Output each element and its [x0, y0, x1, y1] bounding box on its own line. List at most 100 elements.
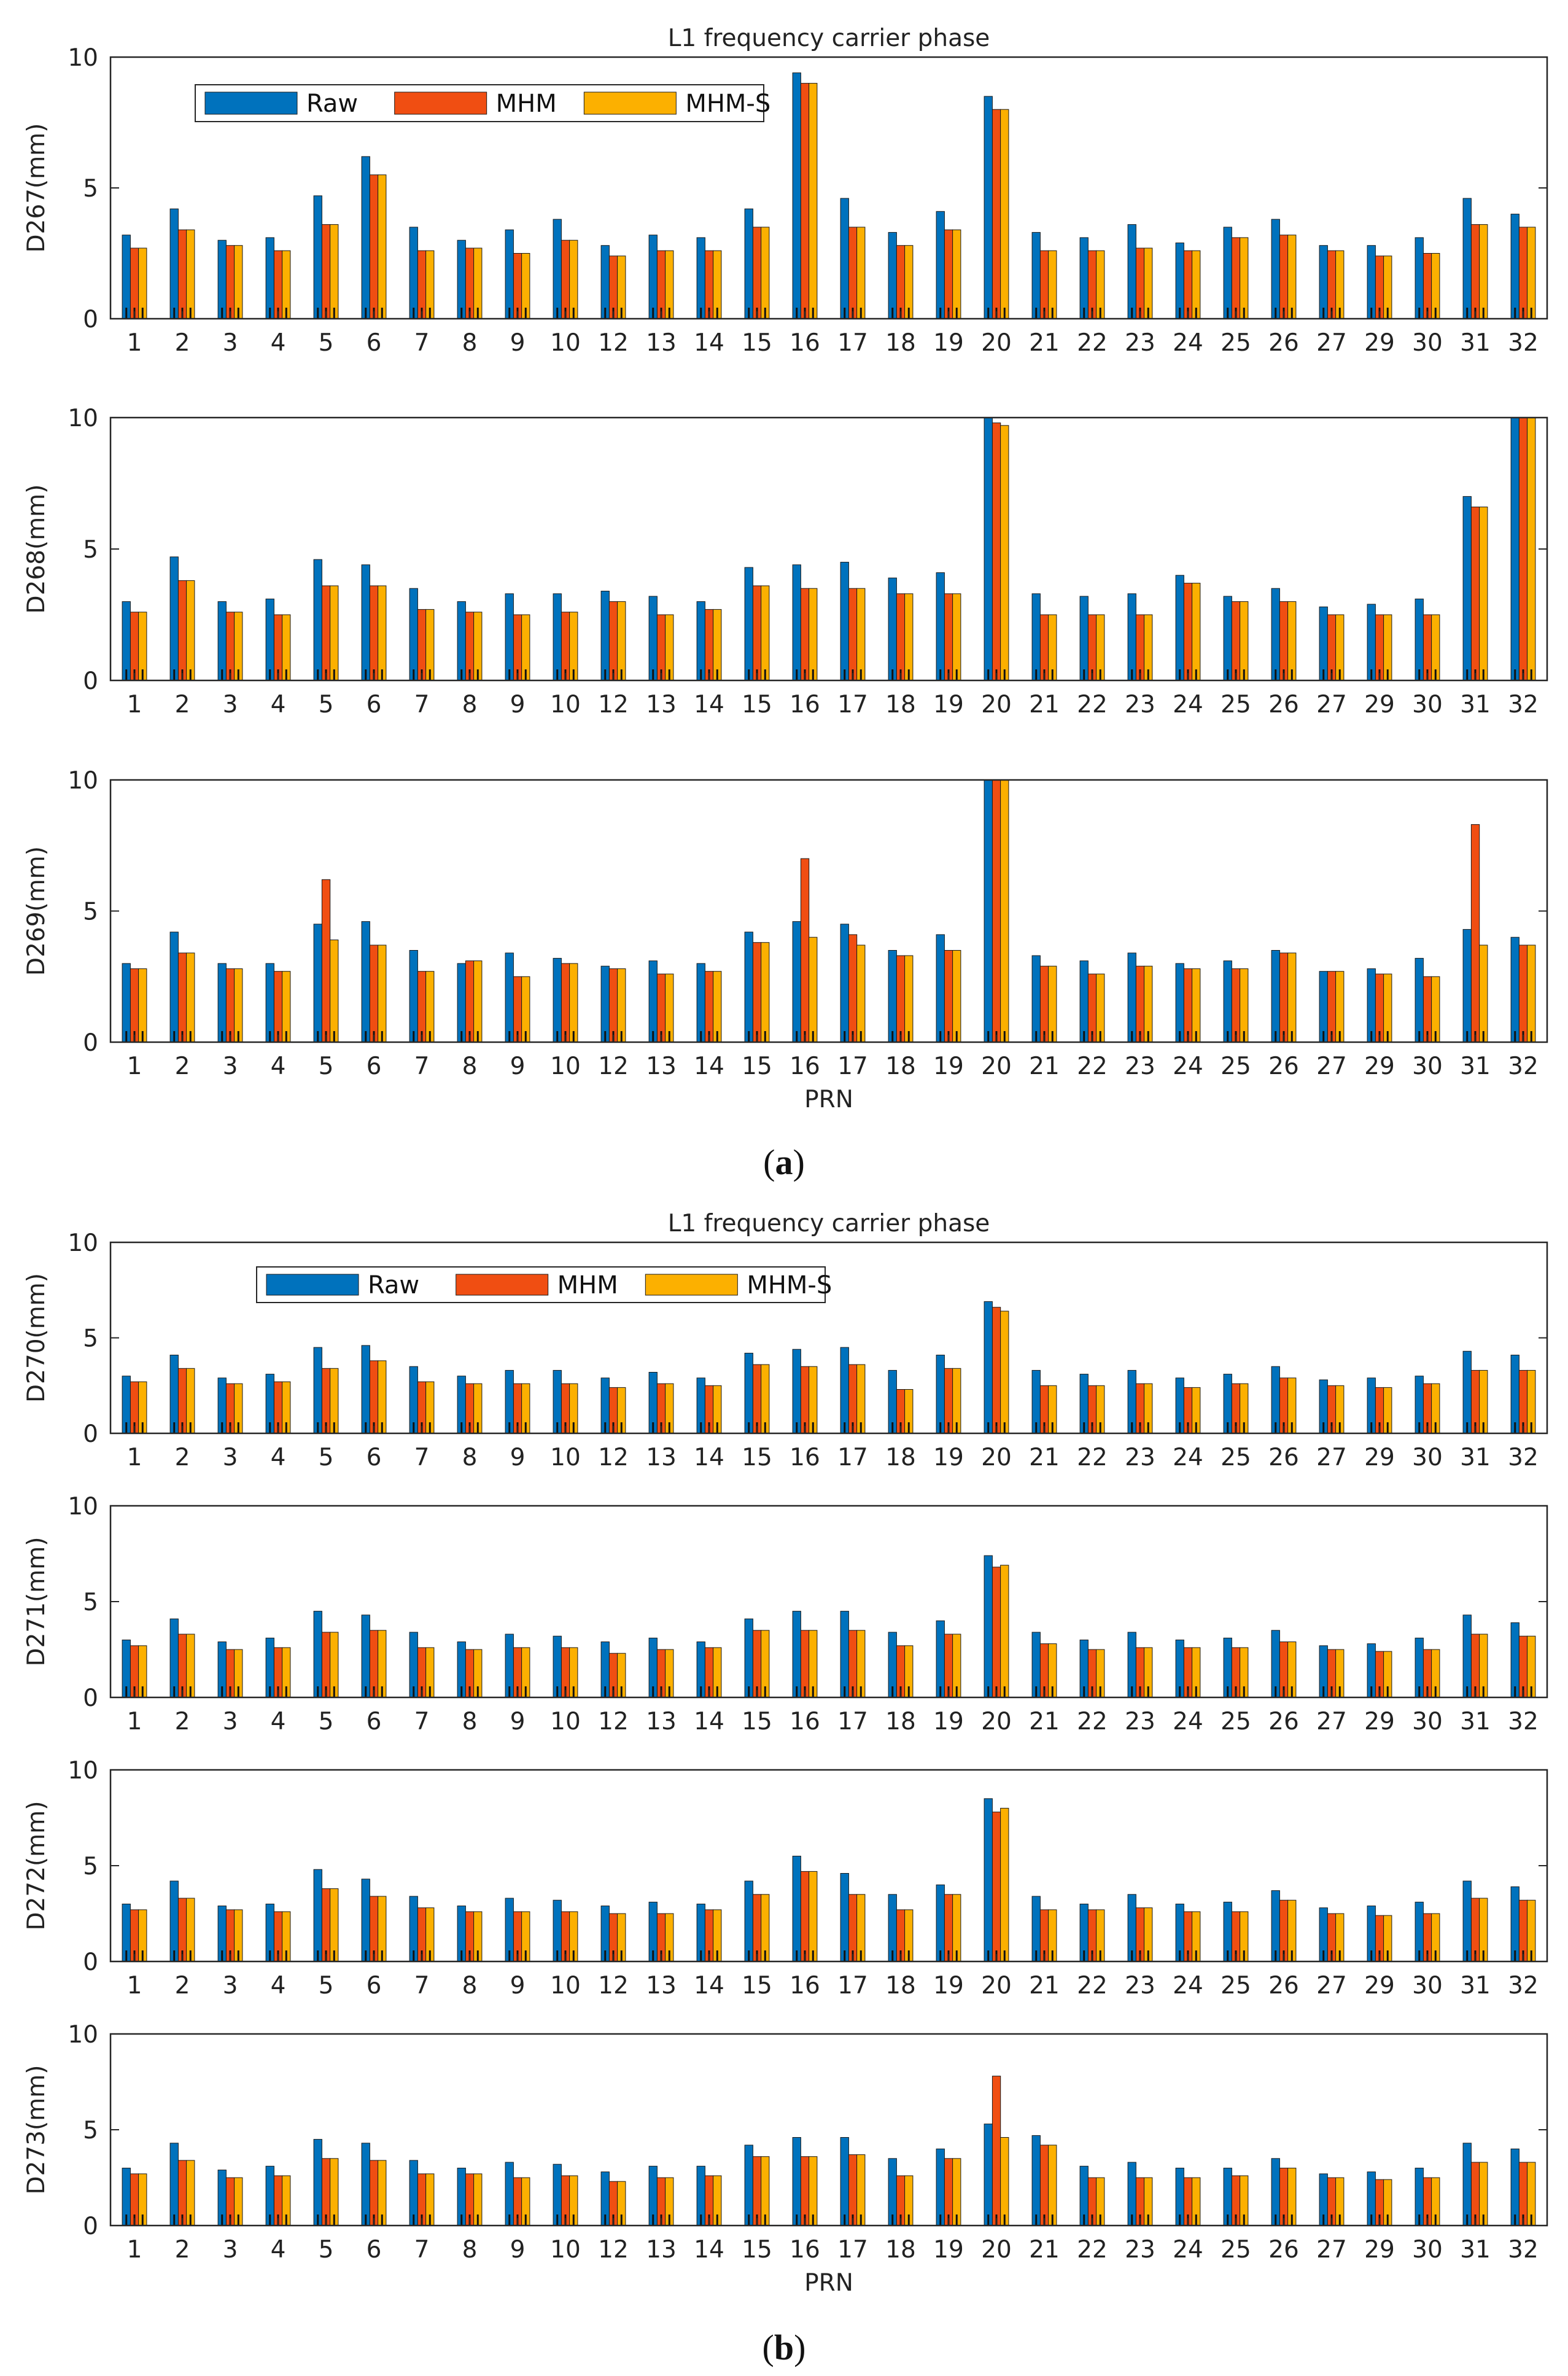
- bar-mhm-prn-10: [561, 963, 570, 1043]
- bar-mhm-prn-2: [177, 229, 187, 319]
- x-tick-label-prn-16: 16: [790, 691, 820, 719]
- x-tick-label-prn-6: 6: [367, 691, 382, 719]
- bar-raw-prn-6: [361, 564, 370, 681]
- y-tick-label: 10: [68, 405, 98, 432]
- y-axis-label: D269(mm): [23, 846, 50, 976]
- x-tick-label-prn-8: 8: [462, 329, 478, 357]
- bar-mhms-prn-5: [330, 585, 339, 681]
- x-tick-label-prn-7: 7: [414, 691, 430, 719]
- bar-raw-prn-15: [744, 2144, 753, 2226]
- bar-raw-prn-16: [792, 564, 801, 681]
- x-tick-label-prn-3: 3: [223, 1444, 238, 1471]
- x-tick-label-prn-16: 16: [790, 2236, 820, 2264]
- x-tick-label-prn-7: 7: [414, 1053, 430, 1080]
- bar-mhm-prn-19: [944, 229, 953, 319]
- bar-raw-prn-2: [169, 2143, 179, 2226]
- x-tick-label-prn-9: 9: [510, 1053, 526, 1080]
- x-tick-label-prn-25: 25: [1221, 1708, 1251, 1735]
- x-tick-label-prn-14: 14: [694, 1444, 724, 1471]
- bar-raw-prn-15: [744, 1880, 753, 1962]
- x-tick-label-prn-4: 4: [271, 1053, 286, 1080]
- x-tick-label-prn-22: 22: [1077, 691, 1108, 719]
- x-tick-label-prn-30: 30: [1412, 691, 1443, 719]
- x-tick-label-prn-10: 10: [550, 1444, 581, 1471]
- bar-raw-prn-21: [1031, 955, 1041, 1043]
- x-tick-label-prn-18: 18: [885, 1708, 916, 1735]
- bar-raw-prn-31: [1462, 2143, 1472, 2226]
- y-tick-label: 10: [68, 767, 98, 795]
- bar-raw-prn-1: [122, 235, 131, 319]
- bar-mhms-prn-31: [1479, 224, 1488, 319]
- bar-raw-prn-6: [361, 156, 370, 319]
- x-tick-label-prn-2: 2: [175, 1972, 190, 2000]
- bar-raw-prn-17: [840, 1611, 849, 1698]
- bar-raw-prn-24: [1175, 243, 1184, 319]
- x-tick-label-prn-13: 13: [646, 691, 677, 719]
- bar-raw-prn-30: [1415, 598, 1424, 681]
- x-tick-label-prn-24: 24: [1173, 1972, 1203, 2000]
- y-tick-label: 0: [83, 2213, 98, 2240]
- x-tick-label-prn-17: 17: [837, 691, 868, 719]
- x-tick-label-prn-6: 6: [367, 2236, 382, 2264]
- subfigure-label-a: (a): [763, 1142, 805, 1182]
- legend-swatch-mhm: [456, 1274, 549, 1296]
- bar-raw-prn-9: [505, 229, 514, 319]
- x-tick-label-prn-15: 15: [742, 1972, 772, 2000]
- x-tick-label-prn-18: 18: [885, 691, 916, 719]
- x-tick-label-prn-21: 21: [1029, 2236, 1060, 2264]
- x-tick-label-prn-31: 31: [1460, 1972, 1491, 2000]
- x-tick-label-prn-29: 29: [1364, 1708, 1395, 1735]
- x-axis-label: PRN: [804, 2269, 853, 2297]
- x-tick-label-prn-16: 16: [790, 1053, 820, 1080]
- x-tick-label-prn-1: 1: [127, 2236, 142, 2264]
- bar-mhm-prn-12: [608, 601, 618, 681]
- bar-mhms-prn-20: [1000, 425, 1009, 681]
- y-axis-label: D271(mm): [23, 1537, 50, 1667]
- x-tick-label-prn-13: 13: [646, 1444, 677, 1471]
- legend: Raw MHM MHM-S: [195, 84, 770, 122]
- x-tick-label-prn-8: 8: [462, 1708, 478, 1735]
- bar-raw-prn-2: [169, 208, 179, 319]
- legend-label-raw: Raw: [368, 1271, 419, 1299]
- bar-raw-prn-25: [1223, 960, 1232, 1043]
- x-tick-label-prn-15: 15: [742, 2236, 772, 2264]
- bar-raw-prn-13: [648, 235, 658, 319]
- bar-raw-prn-15: [744, 1618, 753, 1698]
- bar-mhm-prn-17: [848, 588, 858, 681]
- x-tick-label-prn-21: 21: [1029, 1708, 1060, 1735]
- bar-mhms-prn-25: [1240, 601, 1249, 681]
- y-axis-label: D267(mm): [23, 123, 50, 253]
- bar-mhm-prn-10: [561, 240, 570, 319]
- x-tick-label-prn-5: 5: [319, 691, 334, 719]
- x-tick-label-prn-24: 24: [1173, 691, 1203, 719]
- x-tick-label-prn-14: 14: [694, 1972, 724, 2000]
- x-tick-label-prn-19: 19: [933, 2236, 964, 2264]
- bar-raw-prn-26: [1271, 588, 1280, 681]
- x-tick-label-prn-29: 29: [1364, 691, 1395, 719]
- bar-mhm-prn-23: [1135, 965, 1145, 1043]
- legend-label-raw: Raw: [306, 90, 358, 118]
- x-tick-label-prn-10: 10: [550, 1053, 581, 1080]
- bar-raw-prn-19: [936, 211, 945, 319]
- x-tick-label-prn-17: 17: [837, 1053, 868, 1080]
- x-tick-label-prn-19: 19: [933, 1444, 964, 1471]
- x-tick-label-prn-8: 8: [462, 1972, 478, 2000]
- bar-raw-prn-22: [1079, 960, 1089, 1043]
- y-tick-label: 10: [68, 2021, 98, 2049]
- x-tick-label-prn-16: 16: [790, 1972, 820, 2000]
- bar-raw-prn-15: [744, 567, 753, 681]
- bar-mhm-prn-20: [992, 109, 1001, 319]
- x-tick-label-prn-12: 12: [598, 329, 629, 357]
- y-tick-label: 0: [83, 1685, 98, 1712]
- x-tick-label-prn-18: 18: [885, 1972, 916, 2000]
- y-tick-label: 5: [83, 1325, 98, 1353]
- x-tick-label-prn-27: 27: [1316, 691, 1347, 719]
- x-tick-label-prn-32: 32: [1508, 1053, 1539, 1080]
- bar-mhm-prn-8: [465, 960, 475, 1043]
- bar-mhm-prn-17: [848, 934, 858, 1043]
- bar-raw-prn-15: [744, 208, 753, 319]
- x-tick-label-prn-27: 27: [1316, 2236, 1347, 2264]
- bar-mhm-prn-18: [896, 593, 906, 681]
